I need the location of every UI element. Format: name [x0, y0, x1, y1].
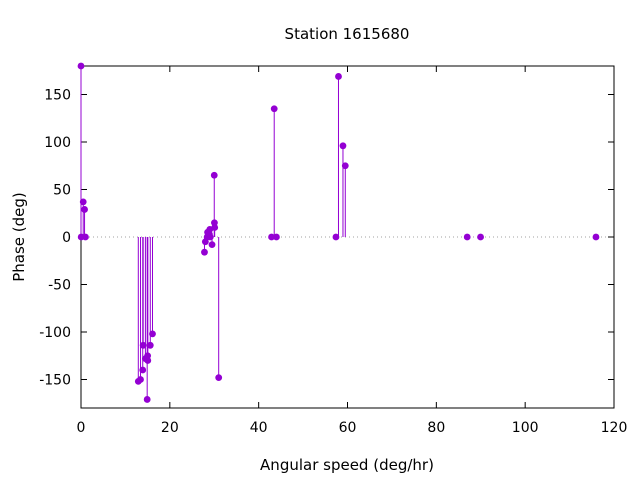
data-point: [339, 142, 347, 150]
data-point: [463, 233, 471, 241]
data-point: [592, 233, 600, 241]
x-tick-label: 40: [250, 420, 268, 436]
y-tick-label: 0: [62, 230, 71, 246]
data-point: [146, 341, 154, 349]
y-tick-label: 150: [44, 88, 71, 104]
plot-area: 0 20 40 60 80 100 120 -150 -100 -50 0 50 100 150: [39, 62, 628, 436]
x-tick-label: 100: [512, 420, 539, 436]
y-tick-label: -50: [48, 278, 71, 294]
y-tick-label: 100: [44, 135, 71, 151]
data-point: [81, 206, 88, 213]
data-point: [139, 366, 147, 374]
data-point: [211, 224, 219, 231]
chart-title: Station 1615680: [285, 25, 410, 43]
data-point: [143, 396, 151, 403]
data-point: [77, 62, 85, 70]
x-tick-label: 0: [77, 420, 86, 436]
y-tick-label: 50: [53, 183, 71, 199]
data-point: [139, 341, 147, 349]
x-tick-label: 60: [339, 420, 357, 436]
data-point: [215, 374, 223, 381]
data-point: [79, 198, 87, 206]
y-tick-label: -100: [39, 325, 71, 341]
data-point: [137, 376, 144, 383]
x-axis-title: Angular speed (deg/hr): [260, 456, 434, 474]
data-point: [210, 171, 218, 179]
data-point: [332, 233, 340, 241]
data-point: [477, 233, 484, 241]
y-tick-label: -150: [39, 373, 71, 389]
data-point: [208, 241, 216, 249]
data-point: [201, 248, 208, 256]
data-point: [270, 105, 278, 113]
x-tick-label: 80: [427, 420, 445, 436]
plot-frame: [80, 65, 615, 409]
x-tick-label: 120: [601, 420, 628, 436]
data-point: [82, 233, 89, 241]
data-point: [144, 357, 152, 364]
data-point: [206, 233, 214, 241]
data-point: [341, 162, 349, 170]
data-point: [335, 73, 342, 80]
x-tick-label: 20: [161, 420, 179, 436]
y-axis-title: Phase (deg): [10, 192, 28, 282]
data-point: [149, 330, 156, 338]
data-point: [268, 233, 275, 241]
data-point: [273, 233, 280, 241]
